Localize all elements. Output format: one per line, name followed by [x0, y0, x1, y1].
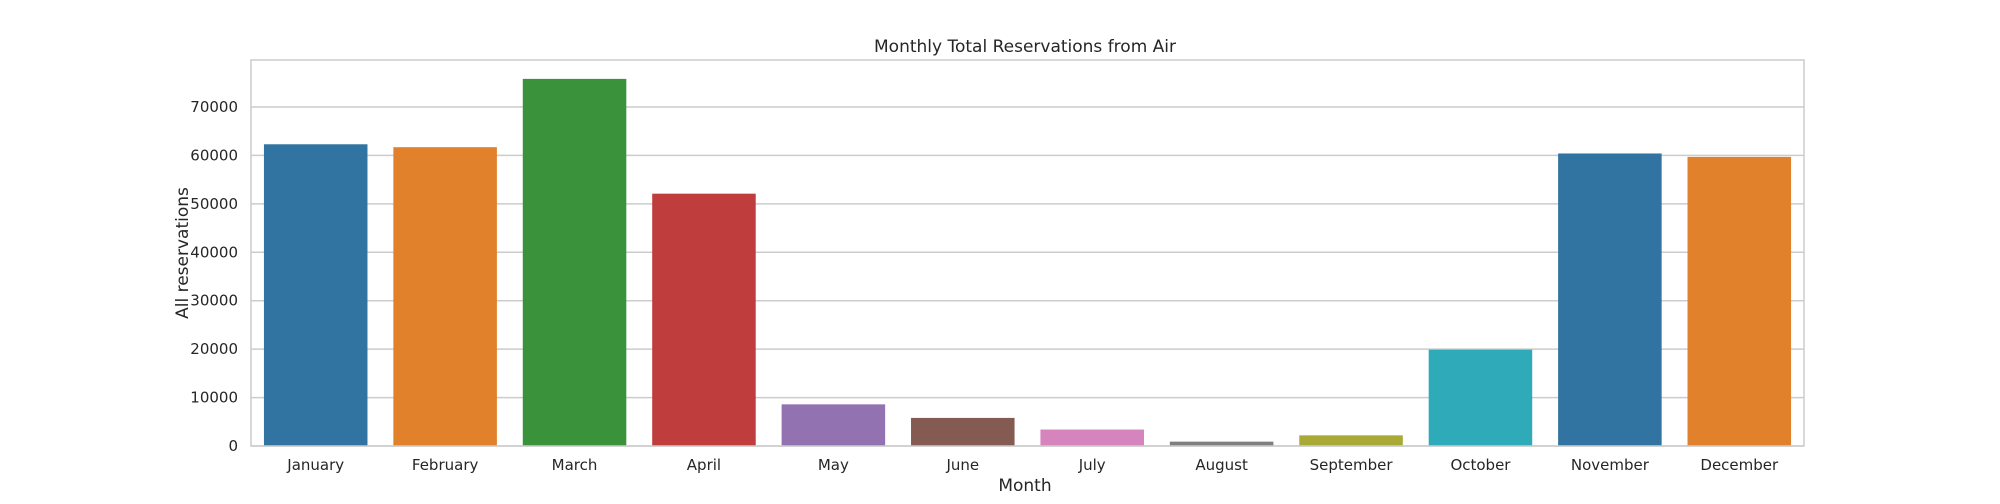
y-tick-label: 0	[228, 437, 238, 455]
x-tick-label: March	[552, 456, 598, 474]
y-tick-label: 60000	[190, 146, 238, 164]
x-tick-label: June	[945, 456, 979, 474]
x-tick-label: July	[1078, 456, 1106, 474]
x-tick-label: December	[1700, 456, 1779, 474]
bar-december	[1687, 156, 1792, 447]
bar-march	[522, 78, 627, 446]
x-tick-label: October	[1450, 456, 1511, 474]
x-tick-label: November	[1571, 456, 1650, 474]
y-tick-labels: 0 10000 20000 30000 40000 50000 60000 70000	[190, 98, 238, 455]
y-tick-label: 40000	[190, 243, 238, 261]
chart-title: Monthly Total Reservations from Air	[874, 37, 1176, 57]
x-axis-label: Month	[998, 476, 1051, 496]
x-tick-label: May	[818, 456, 849, 474]
bar-february	[393, 147, 497, 446]
y-tick-label: 10000	[190, 389, 238, 407]
x-tick-label: April	[687, 456, 721, 474]
bar-may	[781, 404, 886, 446]
x-tick-label: August	[1195, 456, 1248, 474]
bar-july	[1040, 429, 1144, 446]
plot-frame	[250, 59, 1805, 447]
y-tick-label: 70000	[190, 98, 238, 116]
bars	[263, 78, 1792, 447]
x-tick-label: September	[1310, 456, 1394, 474]
bar-august	[1169, 441, 1274, 446]
bar-april	[652, 193, 756, 446]
y-tick-label: 20000	[190, 340, 238, 358]
y-tick-label: 30000	[190, 292, 238, 310]
x-tick-labels: January February March April May June July Augu…	[286, 456, 1779, 474]
y-axis-label: All reservations	[173, 187, 193, 319]
bar-october	[1428, 349, 1533, 446]
gridlines	[251, 106, 1804, 447]
bar-september	[1299, 435, 1403, 446]
bar-june	[911, 417, 1015, 446]
y-tick-label: 50000	[190, 195, 238, 213]
bar-november	[1558, 153, 1662, 446]
x-tick-label: February	[412, 456, 479, 474]
bar-january	[263, 144, 368, 447]
x-tick-label: January	[286, 456, 344, 474]
